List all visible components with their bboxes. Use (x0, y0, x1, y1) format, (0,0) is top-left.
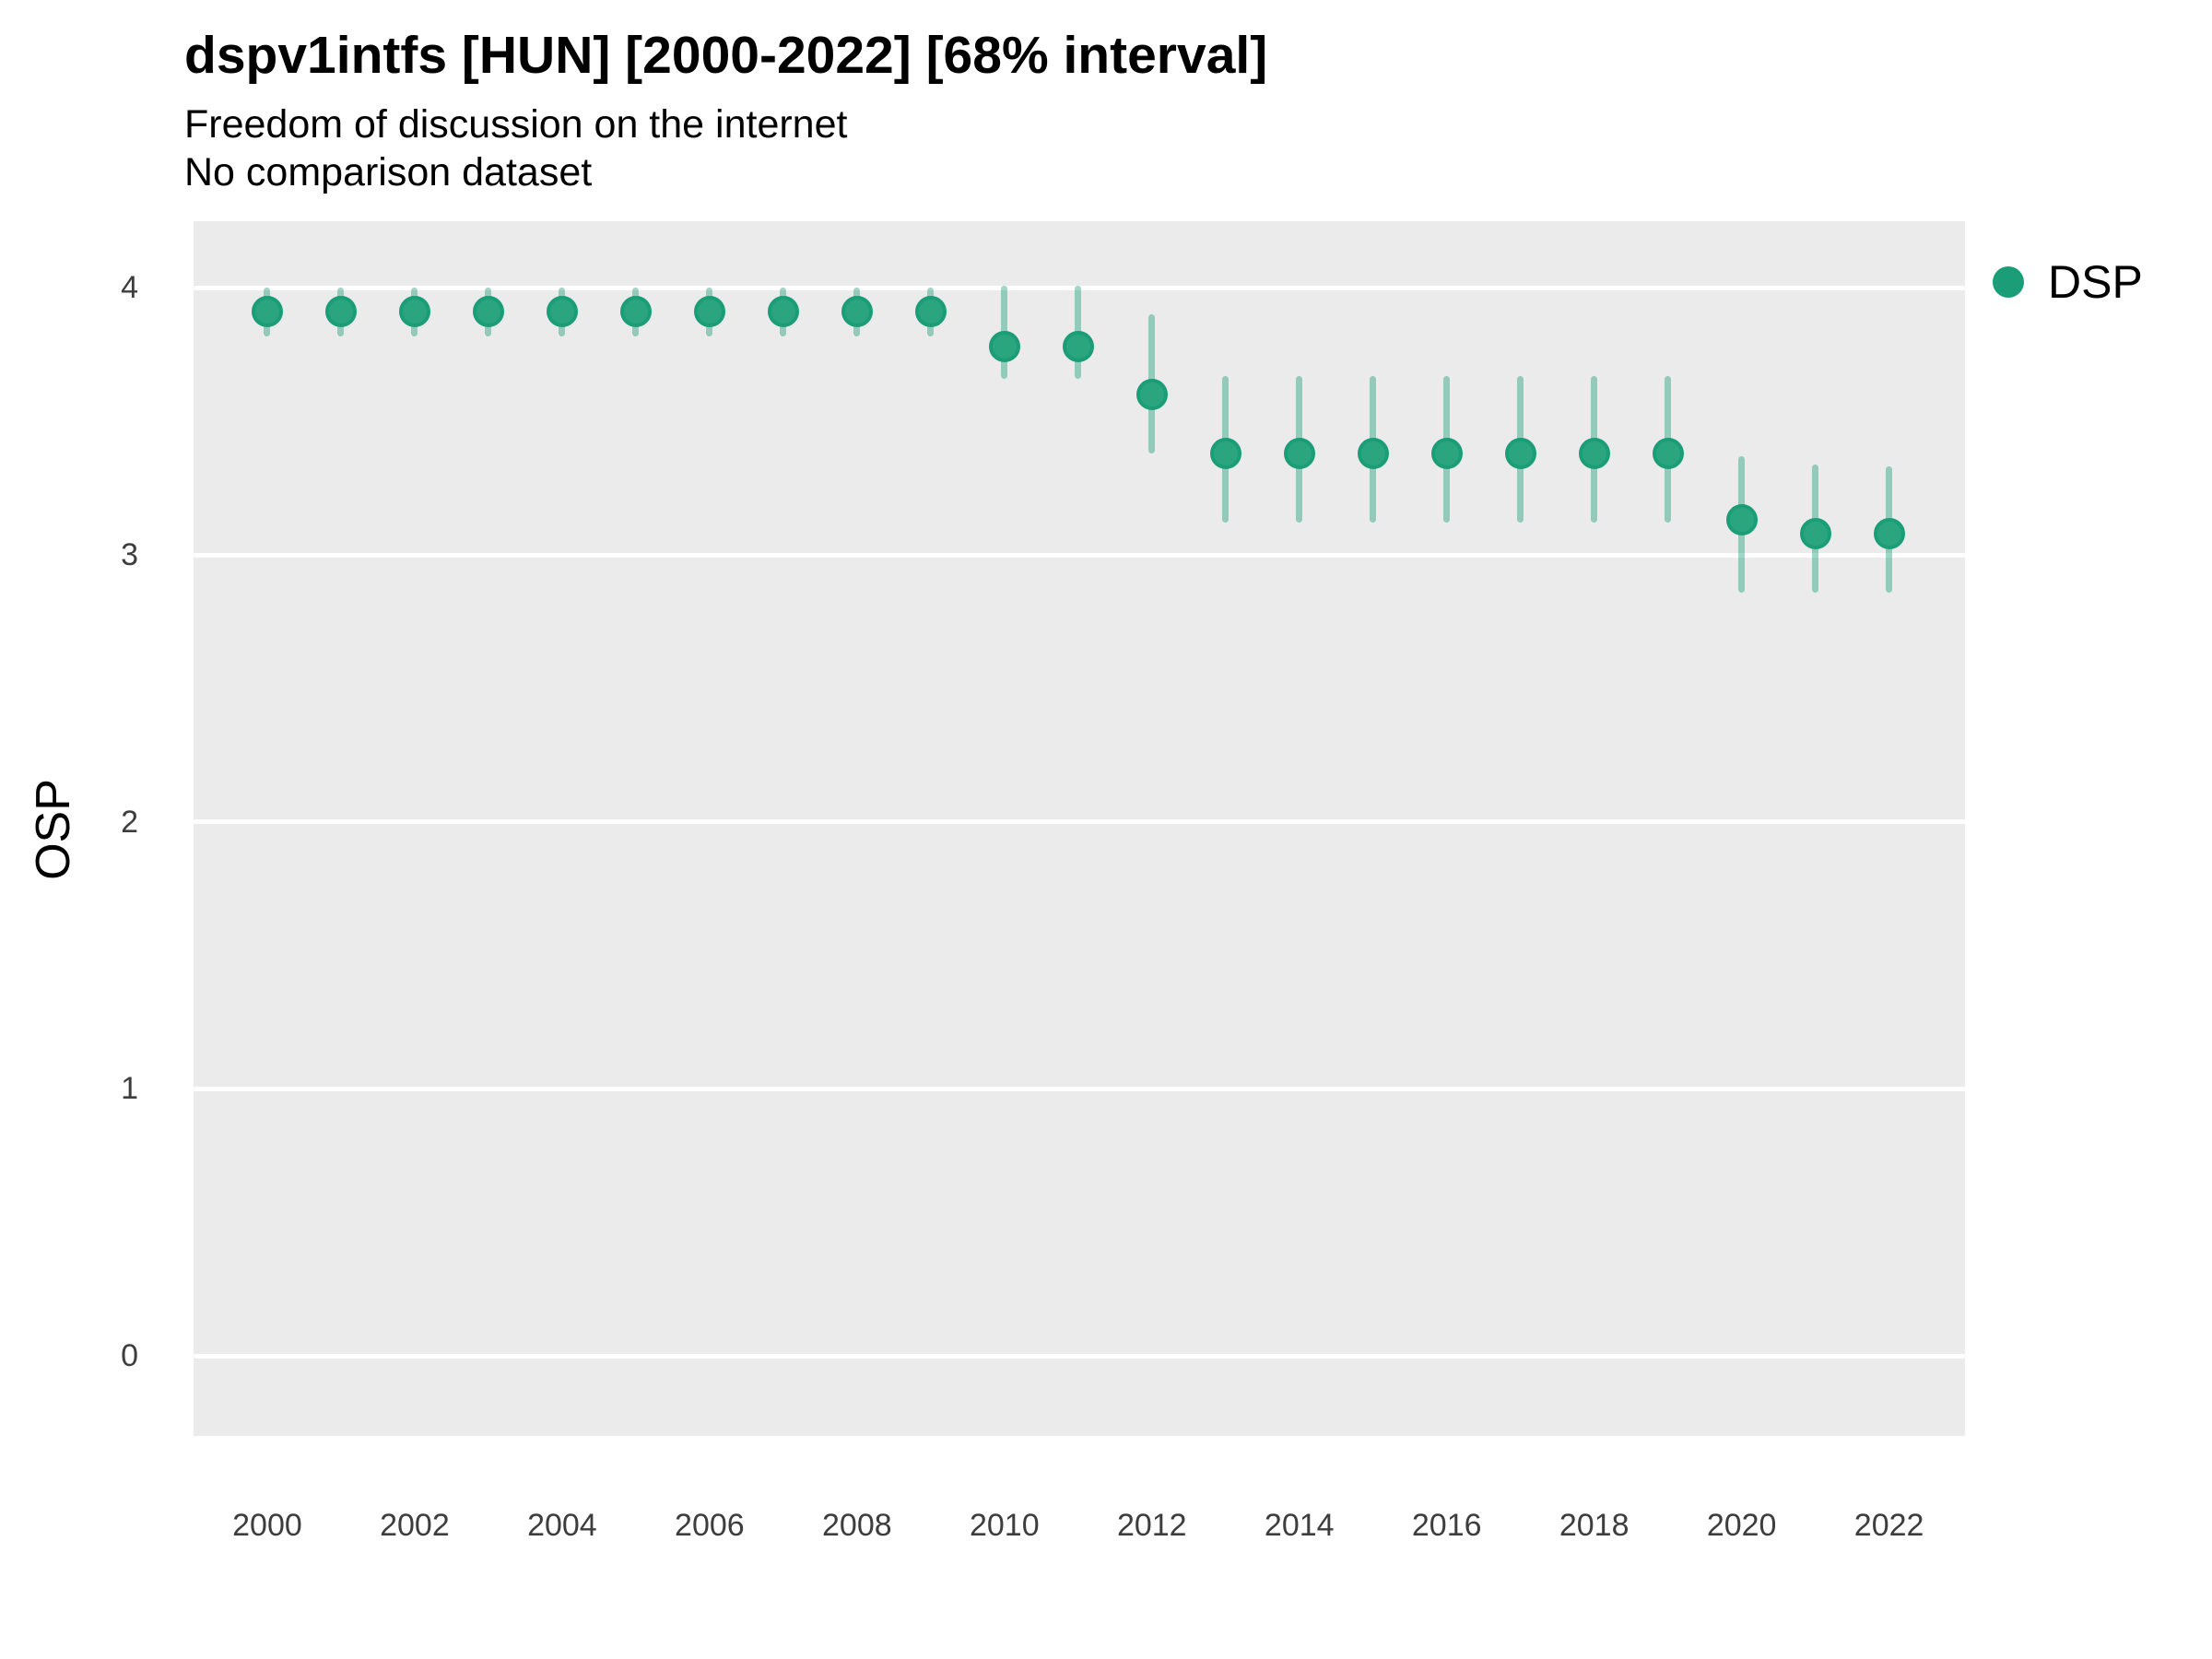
x-tick-label-2016: 2016 (1411, 1508, 1482, 1543)
data-point-2000 (251, 296, 283, 328)
legend: DSP (1993, 259, 2143, 305)
data-point-2019 (1652, 438, 1684, 469)
x-tick-label-2008: 2008 (822, 1508, 892, 1543)
gridline-y-0 (194, 1353, 1965, 1359)
gridline-y-2 (194, 819, 1965, 825)
data-point-2014 (1283, 438, 1315, 469)
data-point-2015 (1357, 438, 1389, 469)
data-point-2017 (1504, 438, 1536, 469)
data-point-2011 (1062, 331, 1094, 363)
y-tick-label-1: 1 (121, 1071, 138, 1107)
data-point-2010 (988, 331, 1020, 363)
y-tick-label-2: 2 (121, 804, 138, 840)
gridline-y-4 (194, 285, 1965, 290)
data-point-2016 (1430, 438, 1463, 469)
chart-title: dspv1intfs [HUN] [2000-2022] [68% interv… (184, 26, 1268, 85)
data-point-2020 (1725, 504, 1758, 536)
y-tick-label-0: 0 (121, 1338, 138, 1374)
data-point-2009 (914, 296, 947, 328)
x-tick-label-2010: 2010 (969, 1508, 1040, 1543)
x-tick-label-2002: 2002 (380, 1508, 450, 1543)
x-tick-label-2006: 2006 (675, 1508, 745, 1543)
data-point-2001 (324, 296, 357, 328)
chart-subtitle-2: No comparison dataset (184, 150, 593, 194)
data-point-2002 (398, 296, 430, 328)
x-tick-label-2000: 2000 (232, 1508, 302, 1543)
data-point-2004 (546, 296, 578, 328)
x-tick-label-2014: 2014 (1264, 1508, 1335, 1543)
chart-subtitle: Freedom of discussion on the internet (184, 102, 848, 147)
data-point-2003 (472, 296, 504, 328)
legend-marker-dsp-icon (1993, 266, 2024, 298)
data-point-2013 (1209, 438, 1241, 469)
data-point-2006 (693, 296, 725, 328)
data-point-2007 (767, 296, 799, 328)
plot-panel (194, 221, 1965, 1436)
data-point-2008 (841, 296, 873, 328)
x-tick-label-2012: 2012 (1116, 1508, 1187, 1543)
y-tick-label-3: 3 (121, 537, 138, 573)
gridline-y-3 (194, 552, 1965, 558)
data-point-2005 (619, 296, 652, 328)
x-tick-label-2018: 2018 (1559, 1508, 1630, 1543)
data-point-2012 (1135, 379, 1168, 411)
data-point-2021 (1799, 517, 1831, 549)
x-tick-label-2020: 2020 (1706, 1508, 1777, 1543)
x-tick-label-2004: 2004 (527, 1508, 597, 1543)
x-tick-label-2022: 2022 (1853, 1508, 1924, 1543)
legend-label-dsp: DSP (2048, 256, 2143, 308)
data-point-2022 (1873, 517, 1905, 549)
data-point-2018 (1578, 438, 1610, 469)
gridline-y-1 (194, 1086, 1965, 1091)
y-tick-label-4: 4 (121, 270, 138, 306)
